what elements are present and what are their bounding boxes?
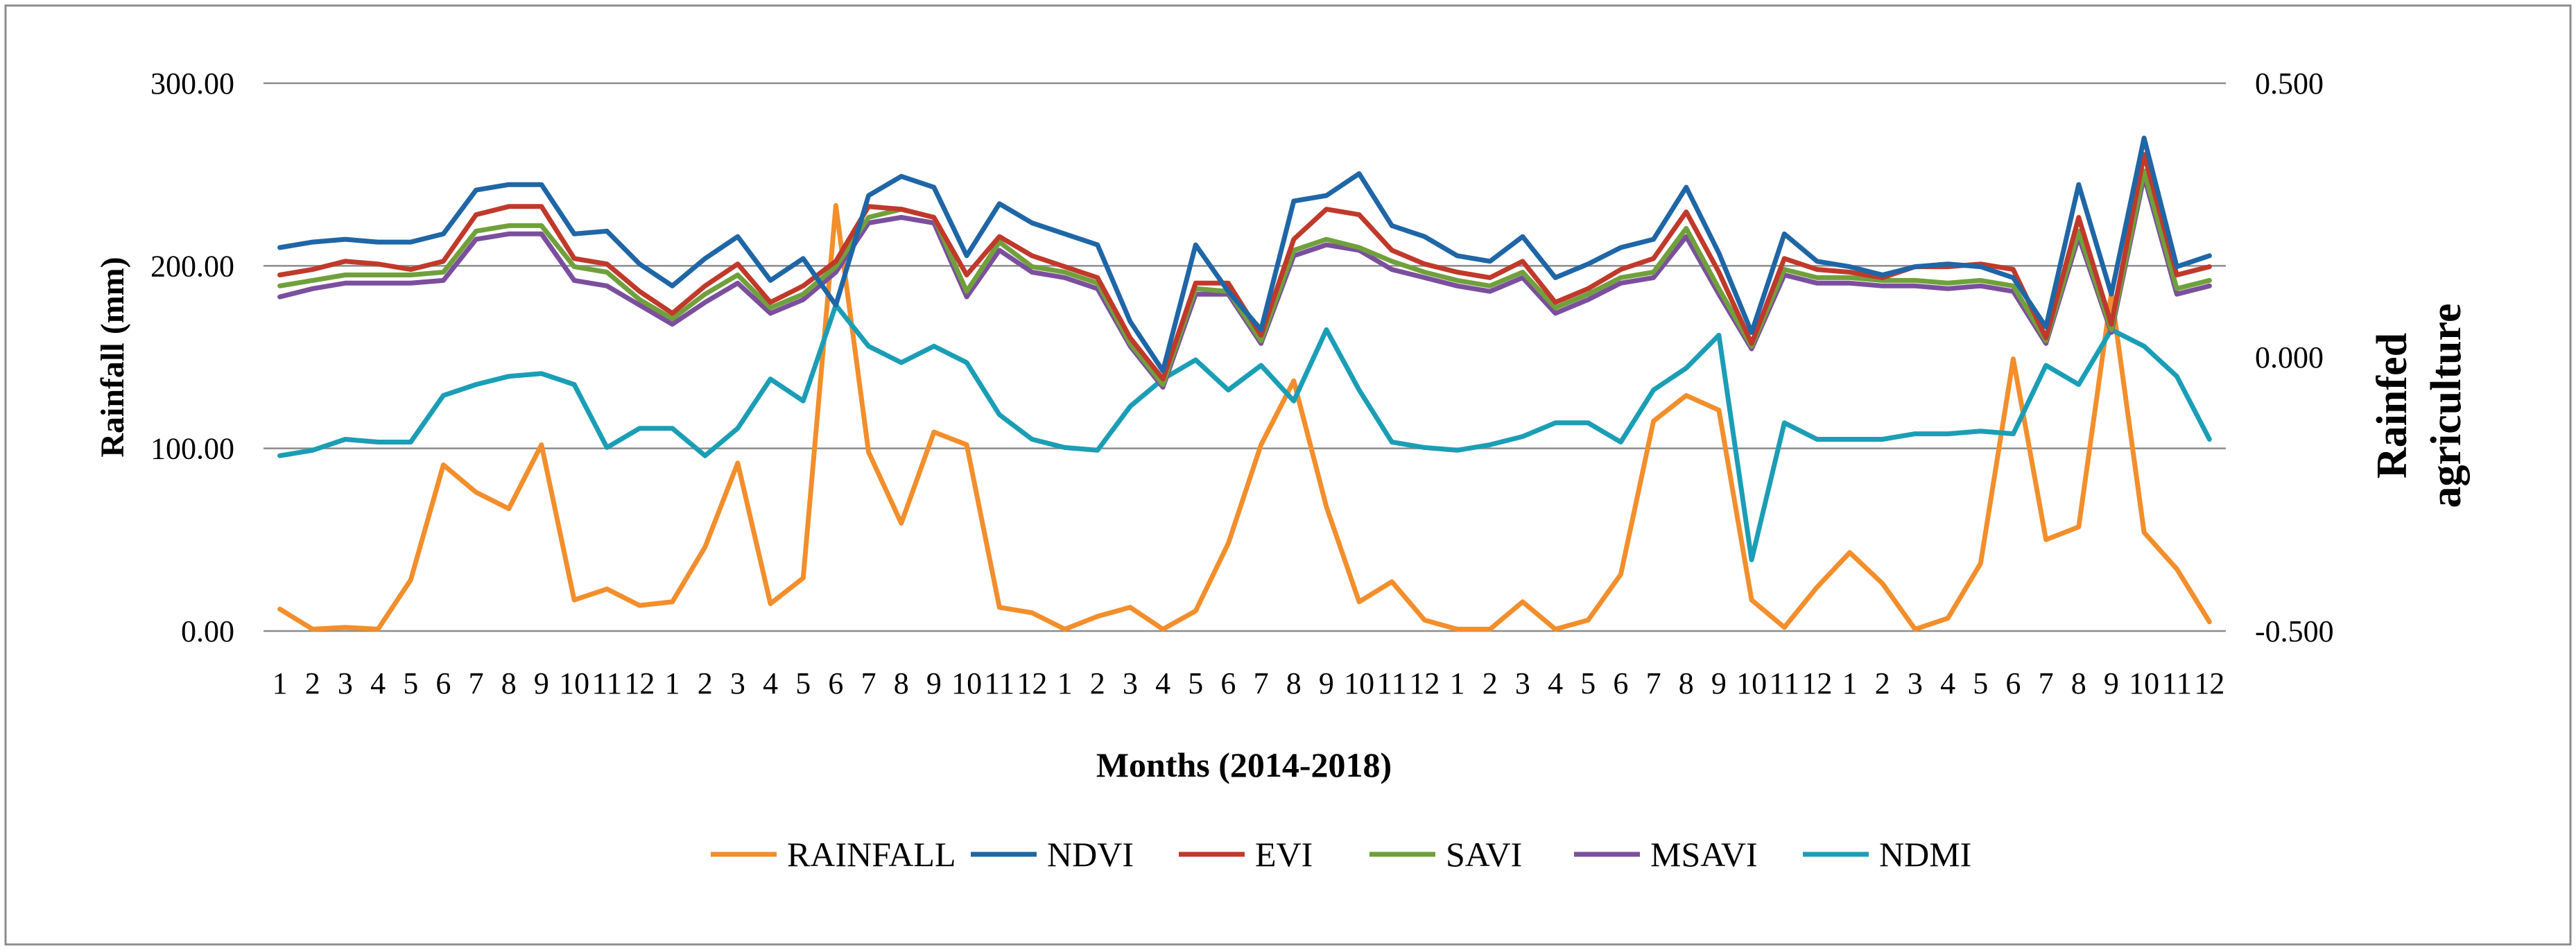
x-tick-label: 8 — [1679, 666, 1694, 700]
x-tick-label: 6 — [1613, 666, 1628, 700]
x-tick-label: 12 — [2194, 666, 2224, 700]
x-tick-label: 4 — [1940, 666, 1955, 700]
x-tick-label: 11 — [2161, 666, 2192, 700]
x-tick-label: 9 — [2104, 666, 2119, 700]
left-axis-ticks: 0.00 100.00 200.00 300.00 — [150, 67, 234, 648]
x-tick-label: 3 — [730, 666, 745, 700]
x-axis-ticks: 1 2 3 4 5 6 7 8 9 10 11 12 1 2 3 4 5 6 7 8 9 10 11 12 1 2 3 4 5 6 7 8 9 1… — [273, 666, 2225, 700]
legend-item-savi: SAVI — [1369, 835, 1522, 874]
left-tick-label: 300.00 — [150, 67, 234, 101]
series-line-ndvi — [277, 135, 2212, 374]
legend-item-ndmi: NDMI — [1803, 835, 1971, 874]
x-tick-label: 3 — [1123, 666, 1138, 700]
legend-label: NDMI — [1879, 835, 1971, 874]
legend: RAINFALL NDVI EVI SAVI MSAVI NDMI — [711, 835, 1971, 874]
y-axis-left-title: Rainfall (mm) — [94, 257, 131, 457]
x-tick-label: 12 — [1017, 666, 1047, 700]
x-tick-label: 10 — [2129, 666, 2159, 700]
x-tick-label: 1 — [1842, 666, 1858, 700]
y-axis-right-title-line2: agriculture — [2423, 303, 2470, 508]
gridlines — [263, 82, 2226, 632]
x-tick-label: 8 — [2071, 666, 2086, 700]
left-tick-label: 100.00 — [150, 432, 234, 466]
x-tick-label: 8 — [894, 666, 909, 700]
x-tick-label: 2 — [698, 666, 713, 700]
x-tick-label: 12 — [624, 666, 655, 700]
x-tick-label: 4 — [763, 666, 778, 700]
x-tick-label: 3 — [1515, 666, 1530, 700]
y-axis-right-title-line1: Rainfed — [2369, 333, 2416, 478]
x-tick-label: 5 — [1973, 666, 1988, 700]
series-lines — [277, 135, 2212, 632]
x-tick-label: 11 — [984, 666, 1014, 700]
left-tick-label: 0.00 — [181, 614, 234, 648]
legend-item-rainfall: RAINFALL — [711, 835, 956, 874]
x-tick-label: 5 — [1188, 666, 1203, 700]
x-tick-label: 4 — [1548, 666, 1563, 700]
x-axis-title: Months (2014-2018) — [1096, 745, 1392, 784]
x-tick-label: 9 — [1319, 666, 1334, 700]
x-tick-label: 2 — [1875, 666, 1890, 700]
series-line-savi — [277, 168, 2212, 387]
x-tick-label: 11 — [591, 666, 622, 700]
x-tick-label: 6 — [435, 666, 451, 700]
legend-item-evi: EVI — [1179, 835, 1313, 874]
x-tick-label: 4 — [370, 666, 386, 700]
x-tick-label: 1 — [665, 666, 680, 700]
x-tick-label: 7 — [469, 666, 484, 700]
x-tick-label: 5 — [795, 666, 811, 700]
x-tick-label: 5 — [1580, 666, 1596, 700]
x-tick-label: 11 — [1769, 666, 1799, 700]
right-tick-label: 0.000 — [2255, 340, 2324, 374]
legend-label: EVI — [1255, 835, 1313, 874]
x-tick-label: 9 — [926, 666, 942, 700]
x-tick-label: 3 — [338, 666, 353, 700]
legend-label: MSAVI — [1650, 835, 1758, 874]
left-tick-label: 200.00 — [150, 249, 234, 283]
x-tick-label: 12 — [1409, 666, 1440, 700]
x-tick-label: 6 — [1220, 666, 1236, 700]
x-tick-label: 12 — [1801, 666, 1832, 700]
x-tick-label: 7 — [1646, 666, 1661, 700]
x-tick-label: 5 — [403, 666, 418, 700]
legend-label: SAVI — [1446, 835, 1522, 874]
x-tick-label: 3 — [1908, 666, 1923, 700]
x-tick-label: 7 — [2039, 666, 2054, 700]
x-tick-label: 2 — [305, 666, 320, 700]
legend-label: RAINFALL — [787, 835, 956, 874]
x-tick-label: 10 — [1736, 666, 1767, 700]
x-tick-label: 10 — [951, 666, 982, 700]
x-tick-label: 2 — [1483, 666, 1498, 700]
right-tick-label: 0.500 — [2255, 67, 2324, 101]
x-tick-label: 4 — [1155, 666, 1170, 700]
x-tick-label: 7 — [1254, 666, 1269, 700]
series-line-rainfall — [277, 202, 2212, 632]
legend-item-ndvi: NDVI — [971, 835, 1134, 874]
legend-item-msavi: MSAVI — [1574, 835, 1758, 874]
x-tick-label: 9 — [1711, 666, 1727, 700]
x-tick-label: 6 — [2005, 666, 2021, 700]
x-tick-label: 1 — [273, 666, 288, 700]
x-tick-label: 8 — [501, 666, 517, 700]
series-line-ndmi — [277, 302, 2212, 562]
x-tick-label: 1 — [1057, 666, 1073, 700]
x-tick-label: 11 — [1376, 666, 1407, 700]
right-tick-label: -0.500 — [2255, 614, 2334, 648]
x-tick-label: 7 — [861, 666, 876, 700]
right-axis-ticks: -0.500 0.000 0.500 — [2255, 67, 2334, 648]
x-tick-label: 2 — [1090, 666, 1105, 700]
x-tick-label: 9 — [534, 666, 549, 700]
x-tick-label: 10 — [559, 666, 589, 700]
x-tick-label: 10 — [1344, 666, 1374, 700]
x-tick-label: 8 — [1286, 666, 1302, 700]
x-tick-label: 6 — [828, 666, 843, 700]
legend-label: NDVI — [1047, 835, 1134, 874]
x-tick-label: 1 — [1450, 666, 1465, 700]
